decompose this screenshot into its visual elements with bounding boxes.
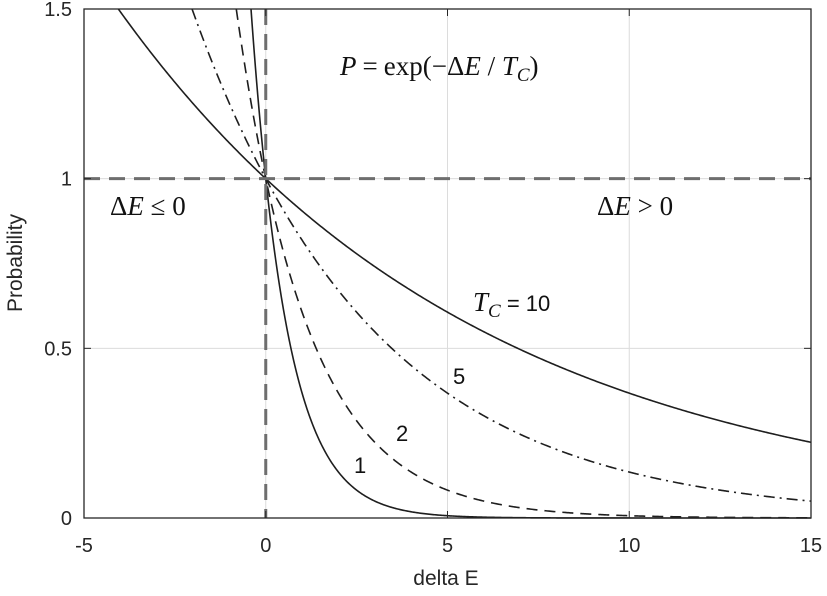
data-point-tc-10 xyxy=(628,392,630,394)
x-tick-label: 10 xyxy=(618,535,640,557)
x-tick-label: -5 xyxy=(75,535,93,557)
data-point-tc-2 xyxy=(301,311,303,313)
reference-lines xyxy=(84,9,811,518)
y-tick-labels: 0 0.5 1 1.5 xyxy=(44,0,811,530)
data-point-tc-1 xyxy=(258,103,260,105)
data-point-tc-10 xyxy=(447,311,449,313)
data-point-tc-5 xyxy=(628,471,630,473)
data-point-tc-1 xyxy=(283,311,285,313)
data-point-tc-2 xyxy=(483,500,485,502)
data-point-tc-2 xyxy=(338,392,340,394)
data-point-tc-2 xyxy=(410,471,412,473)
data-point-tc-1 xyxy=(301,392,303,394)
data-point-tc-5 xyxy=(719,489,721,491)
data-point-tc-1 xyxy=(410,511,412,513)
data-point-tc-1 xyxy=(338,471,340,473)
y-tick-label: 1 xyxy=(61,169,72,191)
curve-label-2: 2 xyxy=(396,421,408,446)
x-tick-label: 15 xyxy=(800,535,822,557)
data-point-tc-5 xyxy=(192,12,194,14)
y-tick-label: 0 xyxy=(61,508,72,530)
data-point-tc-10 xyxy=(356,253,358,255)
data-point-tc-5 xyxy=(229,103,231,105)
x-tick-label: 5 xyxy=(442,535,453,557)
y-axis-label: Probability xyxy=(4,213,27,312)
data-point-tc-5 xyxy=(447,392,449,394)
data-point-tc-10 xyxy=(192,103,194,105)
curves xyxy=(117,8,812,519)
curve-label-1: 1 xyxy=(354,453,366,478)
data-point-tc-10 xyxy=(719,420,721,422)
grid-lines xyxy=(83,8,812,519)
left-region-label: ΔE ≤ 0 xyxy=(110,191,186,221)
curve-tc-5 xyxy=(191,8,812,502)
x-axis-label: delta E xyxy=(413,567,478,590)
curve-label-5: 5 xyxy=(453,364,465,389)
data-point-tc-10 xyxy=(538,357,540,359)
tc-10-label: TC = 10 xyxy=(473,287,550,322)
data-point-tc-2 xyxy=(556,511,558,513)
right-region-label: ΔE > 0 xyxy=(597,191,673,221)
x-tick-labels: -5 0 5 10 15 xyxy=(75,9,822,557)
curve-tc-10 xyxy=(117,8,812,444)
y-tick-label: 0.5 xyxy=(44,338,72,360)
data-point-tc-10 xyxy=(120,12,122,14)
data-point-tc-2 xyxy=(247,83,249,85)
y-tick-label: 1.5 xyxy=(44,0,72,21)
data-point-tc-5 xyxy=(356,311,358,313)
formula-annotation: P = exp(−ΔE / TC) xyxy=(339,51,539,86)
curve-tc-1 xyxy=(250,8,811,519)
data-point-tc-2 xyxy=(236,12,238,14)
curve-tc-2 xyxy=(235,8,811,519)
data-point-tc-5 xyxy=(538,442,540,444)
data-point-tc-1 xyxy=(374,500,376,502)
data-point-tc-1 xyxy=(250,12,252,14)
x-tick-label: 0 xyxy=(260,535,271,557)
